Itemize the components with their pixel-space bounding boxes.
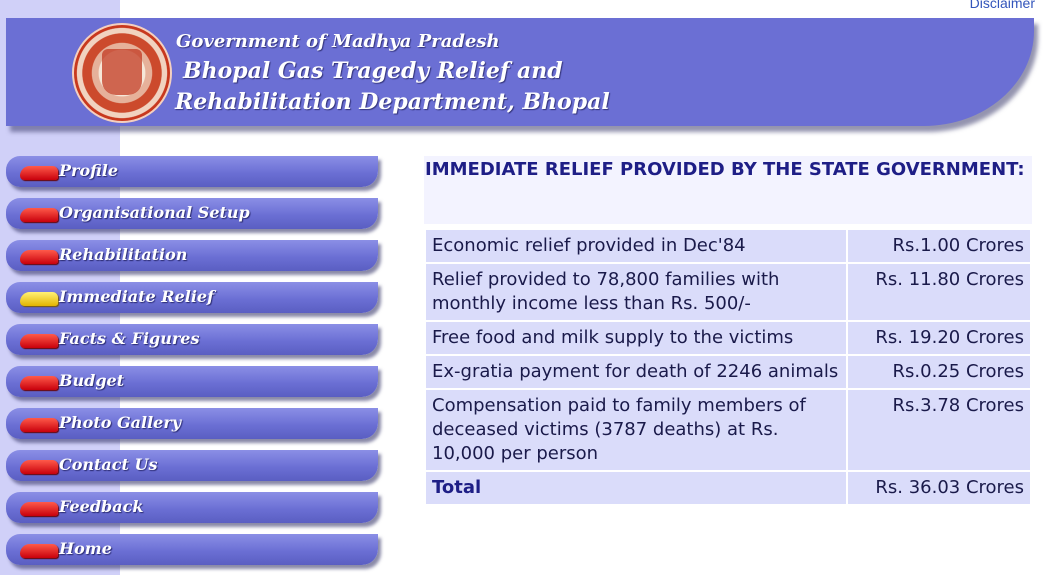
nav-item-label: Immediate Relief <box>59 287 214 306</box>
relief-description: Free food and milk supply to the victims <box>426 322 846 354</box>
nav-item-label: Rehabilitation <box>59 245 188 264</box>
nav-item-label: Profile <box>59 161 119 180</box>
nav-item-label: Budget <box>59 371 125 390</box>
nav-item-label: Photo Gallery <box>59 413 182 432</box>
table-row: Compensation paid to family members of d… <box>426 390 1030 470</box>
red-bullet-icon <box>20 250 58 264</box>
nav-item-label: Home <box>59 539 112 558</box>
nav-item-label: Facts & Figures <box>59 329 200 348</box>
relief-amount: Rs.1.00 Crores <box>848 230 1030 262</box>
relief-description: Relief provided to 78,800 families with … <box>426 264 846 320</box>
relief-amount: Rs. 19.20 Crores <box>848 322 1030 354</box>
nav-item-facts-figures[interactable]: Facts & Figures <box>6 324 378 355</box>
nav-item-photo-gallery[interactable]: Photo Gallery <box>6 408 378 439</box>
nav-item-label: Organisational Setup <box>59 203 250 222</box>
relief-amount: Rs. 11.80 Crores <box>848 264 1030 320</box>
table-row: Relief provided to 78,800 families with … <box>426 264 1030 320</box>
nav-item-profile[interactable]: Profile <box>6 156 378 187</box>
table-row: Economic relief provided in Dec'84 Rs.1.… <box>426 230 1030 262</box>
nav-item-contact-us[interactable]: Contact Us <box>6 450 378 481</box>
nav-item-budget[interactable]: Budget <box>6 366 378 397</box>
total-amount: Rs. 36.03 Crores <box>848 472 1030 504</box>
yellow-bullet-icon <box>20 292 58 306</box>
table-row: Free food and milk supply to the victims… <box>426 322 1030 354</box>
red-bullet-icon <box>20 418 58 432</box>
relief-description: Compensation paid to family members of d… <box>426 390 846 470</box>
sidebar-nav: Profile Organisational Setup Rehabilitat… <box>6 156 378 576</box>
header-line-department: Bhopal Gas Tragedy Relief and <box>183 58 563 84</box>
header-line-government: Government of Madhya Pradesh <box>176 31 500 52</box>
relief-amount: Rs.0.25 Crores <box>848 356 1030 388</box>
relief-amount: Rs.3.78 Crores <box>848 390 1030 470</box>
nav-item-feedback[interactable]: Feedback <box>6 492 378 523</box>
red-bullet-icon <box>20 376 58 390</box>
nav-item-rehabilitation[interactable]: Rehabilitation <box>6 240 378 271</box>
nav-item-home[interactable]: Home <box>6 534 378 565</box>
state-emblem-logo <box>72 23 172 123</box>
table-row: Ex-gratia payment for death of 2246 anim… <box>426 356 1030 388</box>
nav-item-immediate-relief[interactable]: Immediate Relief <box>6 282 378 313</box>
red-bullet-icon <box>20 544 58 558</box>
nav-item-label: Feedback <box>59 497 144 516</box>
red-bullet-icon <box>20 208 58 222</box>
red-bullet-icon <box>20 334 58 348</box>
emblem-center <box>102 49 142 95</box>
page-title: IMMEDIATE RELIEF PROVIDED BY THE STATE G… <box>424 156 1032 224</box>
relief-description: Economic relief provided in Dec'84 <box>426 230 846 262</box>
header-line-location: Rehabilitation Department, Bhopal <box>175 89 610 115</box>
disclaimer-link[interactable]: Disclaimer <box>969 0 1035 11</box>
total-label: Total <box>426 472 846 504</box>
total-row: Total Rs. 36.03 Crores <box>426 472 1030 504</box>
relief-table: Economic relief provided in Dec'84 Rs.1.… <box>424 228 1032 506</box>
red-bullet-icon <box>20 460 58 474</box>
red-bullet-icon <box>20 166 58 180</box>
red-bullet-icon <box>20 502 58 516</box>
nav-item-label: Contact Us <box>59 455 158 474</box>
nav-item-organisational-setup[interactable]: Organisational Setup <box>6 198 378 229</box>
relief-description: Ex-gratia payment for death of 2246 anim… <box>426 356 846 388</box>
